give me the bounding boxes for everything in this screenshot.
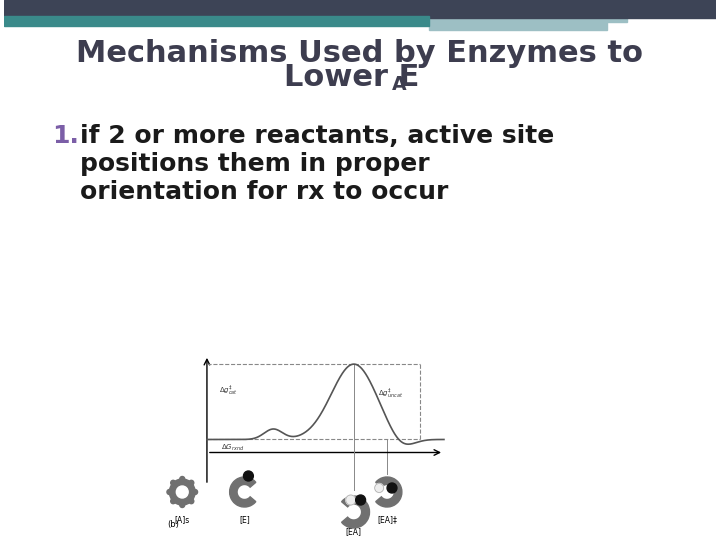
Circle shape — [169, 479, 195, 505]
Text: [A]s: [A]s — [175, 515, 190, 524]
Text: positions them in proper: positions them in proper — [79, 152, 429, 176]
Text: Lower E: Lower E — [284, 64, 420, 92]
Circle shape — [374, 483, 384, 492]
Circle shape — [171, 480, 176, 485]
Text: [E]: [E] — [239, 515, 250, 524]
Circle shape — [387, 483, 397, 493]
Text: $\Delta g^{\ddagger}_{cat}$: $\Delta g^{\ddagger}_{cat}$ — [219, 384, 238, 399]
Text: $\Delta g^{\ddagger}_{uncat}$: $\Delta g^{\ddagger}_{uncat}$ — [377, 387, 402, 401]
Wedge shape — [376, 477, 402, 507]
Circle shape — [180, 503, 185, 508]
Circle shape — [189, 499, 194, 504]
Circle shape — [374, 483, 384, 492]
Text: 1.: 1. — [52, 124, 78, 148]
Wedge shape — [341, 496, 369, 528]
Wedge shape — [230, 477, 256, 507]
Text: (b): (b) — [168, 520, 179, 529]
Text: if 2 or more reactants, active site: if 2 or more reactants, active site — [79, 124, 554, 148]
Circle shape — [180, 476, 185, 482]
Bar — [4, 0, 716, 18]
Circle shape — [189, 480, 194, 485]
Circle shape — [171, 499, 176, 504]
Text: $\Delta G_{rxnd}$: $\Delta G_{rxnd}$ — [221, 442, 244, 453]
Circle shape — [346, 495, 356, 505]
Text: A: A — [392, 76, 406, 94]
Circle shape — [243, 471, 253, 481]
Text: Mechanisms Used by Enzymes to: Mechanisms Used by Enzymes to — [76, 38, 644, 68]
Text: orientation for rx to occur: orientation for rx to occur — [79, 180, 448, 204]
Bar — [429, 22, 607, 30]
Text: [EA]‡: [EA]‡ — [377, 515, 397, 524]
Circle shape — [356, 495, 366, 505]
Circle shape — [193, 489, 197, 495]
Circle shape — [167, 489, 172, 495]
Text: [EA]: [EA] — [346, 527, 361, 536]
Bar — [4, 16, 429, 26]
Circle shape — [346, 495, 356, 505]
Bar — [429, 16, 626, 22]
Circle shape — [176, 486, 188, 498]
